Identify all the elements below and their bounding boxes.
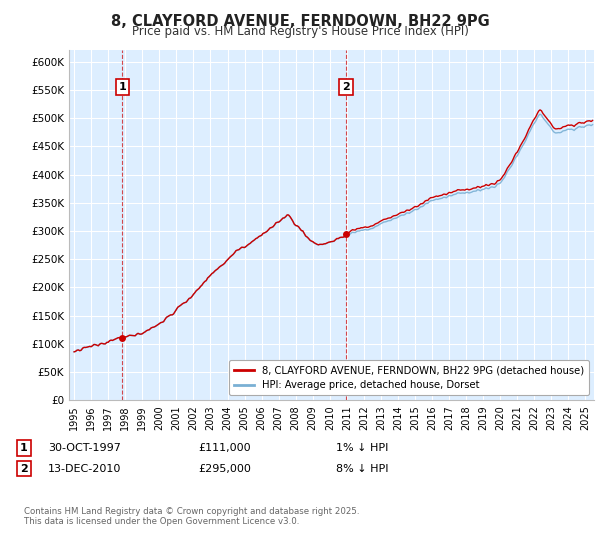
Text: Contains HM Land Registry data © Crown copyright and database right 2025.
This d: Contains HM Land Registry data © Crown c…: [24, 507, 359, 526]
Text: 13-DEC-2010: 13-DEC-2010: [48, 464, 121, 474]
Text: 30-OCT-1997: 30-OCT-1997: [48, 443, 121, 453]
Text: 2: 2: [342, 82, 350, 92]
Text: Price paid vs. HM Land Registry's House Price Index (HPI): Price paid vs. HM Land Registry's House …: [131, 25, 469, 38]
Text: 1% ↓ HPI: 1% ↓ HPI: [336, 443, 388, 453]
Text: 8, CLAYFORD AVENUE, FERNDOWN, BH22 9PG: 8, CLAYFORD AVENUE, FERNDOWN, BH22 9PG: [110, 14, 490, 29]
Text: 1: 1: [118, 82, 126, 92]
Text: 8% ↓ HPI: 8% ↓ HPI: [336, 464, 389, 474]
Text: £111,000: £111,000: [198, 443, 251, 453]
Legend: 8, CLAYFORD AVENUE, FERNDOWN, BH22 9PG (detached house), HPI: Average price, det: 8, CLAYFORD AVENUE, FERNDOWN, BH22 9PG (…: [229, 361, 589, 395]
Text: 1: 1: [20, 443, 28, 453]
Text: £295,000: £295,000: [198, 464, 251, 474]
Text: 2: 2: [20, 464, 28, 474]
